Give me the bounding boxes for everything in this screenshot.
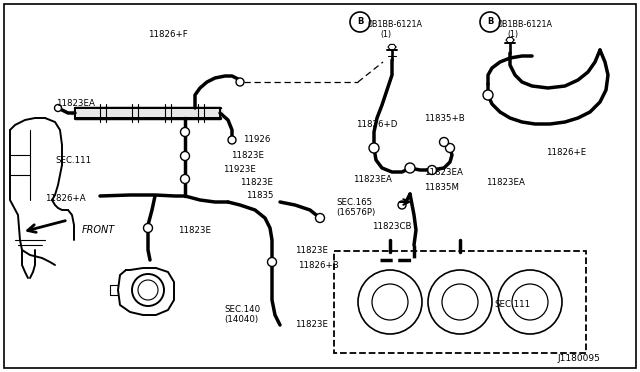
Text: (1): (1)	[507, 30, 518, 39]
FancyBboxPatch shape	[334, 251, 586, 353]
Circle shape	[143, 224, 152, 232]
Circle shape	[498, 270, 562, 334]
Text: 11823EA: 11823EA	[353, 175, 392, 184]
Text: SEC.111: SEC.111	[55, 156, 91, 165]
Circle shape	[236, 78, 244, 86]
Text: B: B	[487, 17, 493, 26]
Circle shape	[132, 274, 164, 306]
Text: (14040): (14040)	[224, 315, 258, 324]
Text: J1180095: J1180095	[557, 354, 600, 363]
Text: 11826+B: 11826+B	[298, 261, 339, 270]
Text: SEC.111: SEC.111	[494, 300, 530, 309]
Text: 11823E: 11823E	[231, 151, 264, 160]
Circle shape	[316, 214, 324, 222]
Text: 11835+B: 11835+B	[424, 114, 465, 123]
Text: (16576P): (16576P)	[336, 208, 375, 217]
Circle shape	[358, 270, 422, 334]
Text: 11826+D: 11826+D	[356, 120, 397, 129]
Circle shape	[268, 257, 276, 266]
Text: 11835: 11835	[246, 191, 273, 200]
Text: 11826+A: 11826+A	[45, 194, 86, 203]
Circle shape	[512, 284, 548, 320]
Circle shape	[228, 136, 236, 144]
Text: SEC.165: SEC.165	[336, 198, 372, 207]
Text: 11823E: 11823E	[295, 320, 328, 329]
Text: 11823CB: 11823CB	[372, 222, 412, 231]
Circle shape	[54, 105, 61, 112]
Circle shape	[428, 270, 492, 334]
Circle shape	[445, 144, 454, 153]
Text: 0B1BB-6121A: 0B1BB-6121A	[368, 20, 423, 29]
Text: 11826+F: 11826+F	[148, 30, 188, 39]
Text: 11923E: 11923E	[223, 165, 256, 174]
Text: 11823E: 11823E	[295, 246, 328, 255]
Text: 11926: 11926	[243, 135, 270, 144]
Circle shape	[398, 201, 406, 209]
Text: 11823E: 11823E	[178, 226, 211, 235]
Text: 11823E: 11823E	[240, 178, 273, 187]
Text: 11823EA: 11823EA	[486, 178, 525, 187]
Text: 0B1BB-6121A: 0B1BB-6121A	[498, 20, 553, 29]
Circle shape	[138, 280, 158, 300]
Circle shape	[405, 163, 415, 173]
Circle shape	[442, 284, 478, 320]
Text: FRONT: FRONT	[82, 225, 115, 235]
Circle shape	[372, 284, 408, 320]
Text: 11823EA: 11823EA	[424, 168, 463, 177]
Circle shape	[180, 151, 189, 160]
Circle shape	[440, 138, 449, 147]
Text: B: B	[357, 17, 363, 26]
Circle shape	[483, 90, 493, 100]
Text: 11835M: 11835M	[424, 183, 459, 192]
Circle shape	[180, 174, 189, 183]
Circle shape	[180, 128, 189, 137]
Text: 11823EA: 11823EA	[56, 99, 95, 108]
Text: 11826+E: 11826+E	[546, 148, 586, 157]
Circle shape	[369, 143, 379, 153]
Circle shape	[428, 166, 436, 174]
Text: SEC.140: SEC.140	[224, 305, 260, 314]
Text: (1): (1)	[380, 30, 391, 39]
